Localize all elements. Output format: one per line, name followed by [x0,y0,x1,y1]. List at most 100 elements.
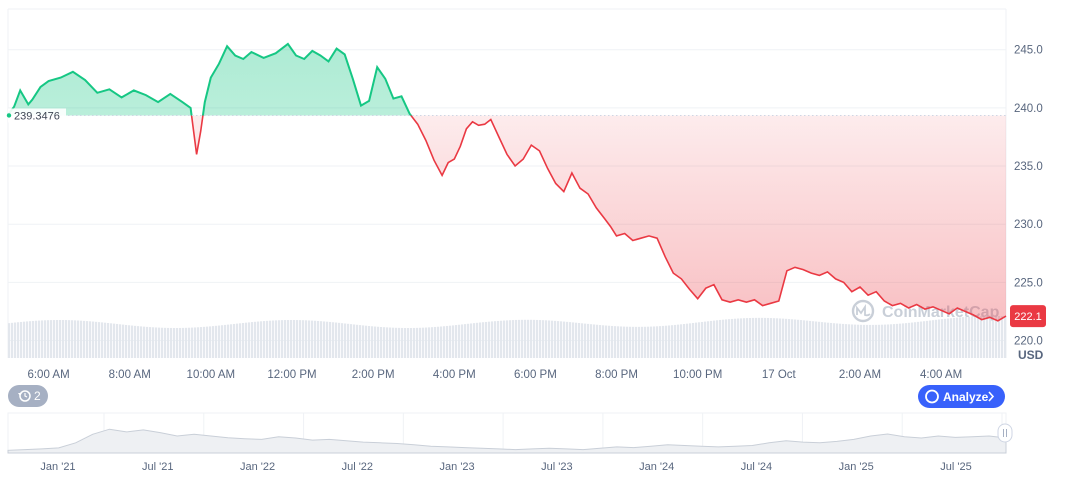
volume-bar [896,323,899,358]
volume-bar [587,323,590,358]
analyze-button-bg[interactable] [918,385,1005,408]
reference-price-value: 239.3476 [14,110,60,122]
volume-bar [974,316,977,358]
volume-bar [734,318,737,358]
volume-bar [110,323,113,358]
range-navigator[interactable]: Jan '21 Jul '21 Jan '22 Jul '22 Jan '23 Jul '… [7,412,1013,473]
volume-bar [995,315,998,358]
x-tick-label: 2:00 PM [352,369,395,381]
volume-bar [404,327,407,358]
volume-bar [740,318,743,358]
volume-bar [650,326,653,358]
volume-bar [179,327,182,358]
volume-bar [245,322,248,358]
volume-bar [575,322,578,358]
volume-bar [815,321,818,358]
volume-bar [284,320,287,358]
volume-bar [68,320,71,358]
volume-bar [632,326,635,358]
volume-bar [482,322,485,358]
volume-bar [440,326,443,358]
price-line-down [190,115,1007,322]
history-button[interactable]: 2 [8,385,48,407]
volume-bar [521,319,524,358]
volume-bar [719,319,722,358]
volume-bar [584,323,587,358]
chevron-right-icon [988,391,995,402]
volume-bar [689,323,692,358]
volume-bar [422,327,425,358]
navigator-handle-bg[interactable] [997,423,1013,443]
volume-bar [488,321,491,358]
volume-bar [503,320,506,358]
volume-bar [461,324,464,358]
analyze-button[interactable]: Analyze [918,385,1005,408]
volume-bar [743,318,746,358]
volume-bar [665,325,668,358]
x-tick-label: 2:00 AM [839,369,881,381]
volume-bar [326,321,329,358]
volume-bar [95,321,98,358]
navigator-tick-label: Jan '25 [839,461,874,473]
volume-bar [494,321,497,358]
volume-bar [785,318,788,358]
volume-bar [437,326,440,358]
volume-bar [434,326,437,358]
volume-bar [29,321,32,358]
volume-bar [617,326,620,358]
volume-bar [188,327,191,358]
volume-bar [638,326,641,358]
volume-bar [590,324,593,358]
volume-bar [764,317,767,358]
volume-bar [215,325,218,358]
volume-bar [320,321,323,358]
volume-bar [812,321,815,358]
volume-bar [611,325,614,358]
volume-bar [983,316,986,358]
volume-bar [956,317,959,358]
volume-bar [152,327,155,358]
price-area-up [8,43,411,116]
volume-bar [221,325,224,358]
volume-bar [887,324,890,358]
navigator-handle[interactable] [997,423,1013,443]
volume-bar [278,320,281,358]
volume-bar [947,318,950,358]
volume-bar [791,319,794,358]
volume-bar [932,320,935,358]
volume-bars [8,315,1007,358]
volume-bar [752,317,755,358]
volume-bar [212,326,215,358]
navigator-tick-label: Jul '24 [741,461,772,473]
volume-bar [1001,316,1004,358]
volume-bar [140,326,143,358]
volume-bar [428,327,431,358]
volume-bar [380,326,383,358]
history-button-bg[interactable] [8,385,48,407]
volume-bar [860,324,863,358]
volume-bar [50,320,53,358]
volume-bar [953,317,956,358]
volume-bar [569,322,572,358]
volume-bar [893,324,896,358]
volume-bar [314,320,317,358]
volume-bar [869,324,872,358]
volume-bar [704,321,707,358]
x-tick-label: 6:00 AM [27,369,69,381]
volume-bar [263,321,266,358]
volume-bar [842,323,845,358]
navigator-tick-label: Jul '21 [142,461,173,473]
volume-bar [332,322,335,358]
volume-bar [134,325,137,358]
volume-bar [296,320,299,358]
volume-bar [470,323,473,358]
volume-bar [968,316,971,358]
volume-bar [401,327,404,358]
volume-bar [20,321,23,358]
volume-bar [425,327,428,358]
volume-bar [623,326,626,358]
navigator-x-axis: Jan '21 Jul '21 Jan '22 Jul '22 Jan '23 Jul '… [40,461,971,473]
volume-bar [941,319,944,358]
reference-price-label: 239.3476 [6,108,66,123]
